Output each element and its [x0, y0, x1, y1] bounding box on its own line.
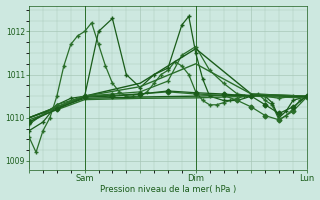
X-axis label: Pression niveau de la mer( hPa ): Pression niveau de la mer( hPa ): [100, 185, 236, 194]
